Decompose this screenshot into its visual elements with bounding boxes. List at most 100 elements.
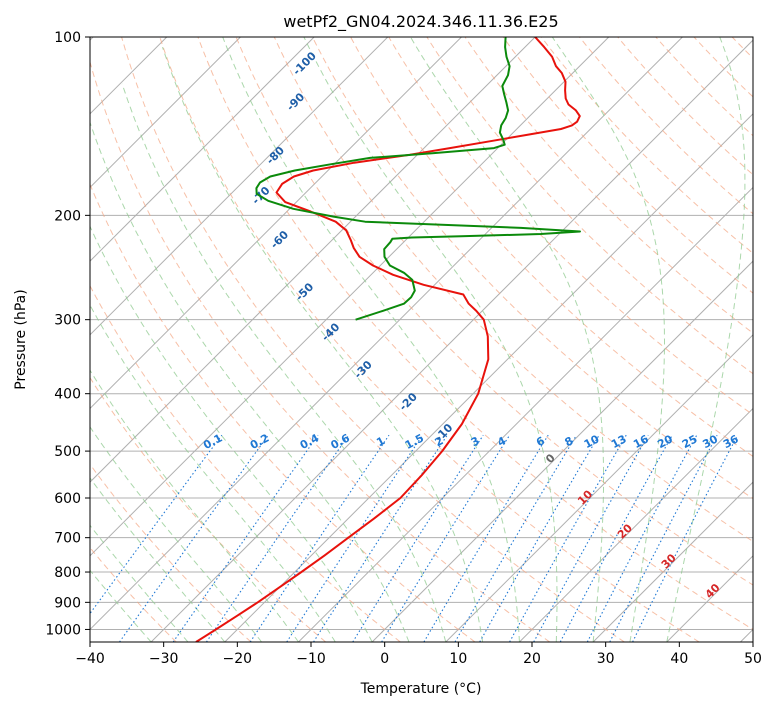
isotherm-line (666, 555, 753, 642)
mixing-ratio-line (205, 434, 350, 642)
mixing-ratio-label: 16 (631, 432, 651, 451)
mixing-ratio-line (559, 434, 673, 642)
plot-frame (89, 36, 754, 643)
dry-adiabat-line (90, 376, 327, 642)
x-axis-title: Temperature (°C) (360, 681, 482, 697)
profile-series-layer (195, 37, 581, 642)
mixing-ratio-line (352, 434, 484, 642)
mixing-ratio-label: 4 (495, 434, 508, 449)
isotherm-line (519, 407, 753, 642)
temperature-profile-line (195, 37, 581, 642)
dry-adiabat-line (502, 37, 753, 294)
dry-adiabat-line (464, 37, 753, 334)
background-line-layer (90, 37, 775, 642)
moist-adiabat-line (666, 37, 746, 642)
mixing-ratio-label: 8 (563, 434, 576, 449)
mixing-ratio-label: 0.2 (248, 431, 271, 452)
frost-point-label: -50 (293, 280, 316, 303)
mixing-ratio-line (533, 434, 649, 642)
frost-point-label: -80 (264, 144, 287, 167)
mixing-ratio-label: 20 (655, 432, 675, 451)
mixing-ratio-label: 3 (469, 434, 482, 449)
isotherm-line (150, 39, 753, 642)
moist-adiabat-line (121, 83, 447, 642)
isotherm-line (90, 37, 315, 262)
dry-adiabat-line (235, 37, 753, 586)
x-tick-label: −30 (149, 651, 179, 667)
x-tick-label: 40 (670, 651, 688, 667)
isotherm-line (592, 481, 753, 642)
dry-adiabat-line (655, 37, 753, 137)
moist-adiabat-line (551, 37, 665, 642)
dry-adiabat-line (90, 183, 476, 642)
x-tick-label: −10 (296, 651, 326, 667)
isotherm-line (445, 334, 753, 642)
dry-adiabat-line (121, 37, 625, 642)
x-tick-label: 10 (449, 651, 467, 667)
y-axis-ticks: 1000 900 800 700 600 500 400 300 200 100 (45, 30, 90, 638)
mixing-ratio-line (313, 434, 448, 642)
mixing-ratio-line (479, 434, 600, 642)
moist-adiabat-line (162, 46, 484, 642)
mixing-ratio-line (609, 434, 718, 642)
dry-adiabat-line (693, 37, 753, 98)
x-tick-label: 0 (380, 651, 389, 667)
dry-adiabat-line (617, 37, 753, 176)
isotherm-line (90, 37, 536, 483)
mixing-ratio-label: 36 (721, 432, 741, 451)
mixing-ratio-line (454, 434, 577, 642)
isotherm-line (371, 260, 753, 642)
isotherm-line (90, 37, 462, 410)
isotherm-line (224, 113, 753, 642)
frost-point-label: -60 (268, 228, 291, 251)
isotherm-label: 40 (703, 581, 723, 601)
y-axis-title: Pressure (hPa) (13, 289, 29, 389)
moist-adiabat-line (90, 304, 336, 642)
chart-title: wetPf2_GN04.2024.346.11.36.E25 (283, 12, 558, 32)
x-tick-label: 20 (523, 651, 541, 667)
dry-adiabat-line (311, 37, 753, 500)
isotherm-line (90, 37, 683, 631)
isotherm-label: 30 (659, 551, 679, 571)
mixing-ratio-label: 25 (680, 432, 700, 451)
moist-adiabat-line (222, 37, 520, 642)
mixing-ratio-label: 0.4 (298, 431, 322, 452)
dry-adiabat-line (159, 37, 700, 642)
mixing-ratio-label: 1.5 (403, 431, 426, 452)
y-tick-label: 700 (54, 531, 81, 547)
moist-adiabat-line (303, 37, 558, 642)
y-tick-label: 900 (54, 595, 81, 611)
mixing-ratio-line (423, 434, 549, 642)
mixing-ratio-label: 0.1 (201, 431, 224, 452)
x-tick-label: 50 (744, 651, 762, 667)
mixing-ratio-line (249, 434, 390, 642)
y-tick-label: 500 (54, 444, 81, 460)
y-tick-label: 400 (54, 387, 81, 403)
dry-adiabat-line (541, 37, 753, 254)
isotherm-label: 10 (575, 487, 595, 507)
moist-adiabat-line (410, 37, 605, 642)
y-tick-label: 200 (54, 208, 81, 224)
dry-adiabat-line (273, 37, 753, 543)
x-tick-label: −20 (223, 651, 253, 667)
y-tick-label: 800 (54, 565, 81, 581)
mixing-ratio-line (586, 434, 698, 642)
mixing-ratio-line (90, 434, 223, 615)
y-tick-label: 300 (54, 313, 81, 329)
dry-adiabat-line (90, 60, 551, 642)
moist-adiabat-line (90, 120, 410, 642)
dry-adiabat-line (90, 284, 401, 642)
y-tick-label: 100 (54, 30, 81, 46)
mixing-ratio-line (381, 434, 511, 642)
mixing-ratio-line (632, 434, 739, 642)
frost-point-label: -90 (284, 90, 307, 113)
frost-point-label: -30 (352, 358, 375, 381)
x-axis-ticks: −40 −30 −20 −10 0 10 20 30 40 50 (75, 642, 762, 667)
mixing-ratio-label: 6 (534, 434, 547, 449)
dewpoint-profile-line (255, 37, 581, 321)
moist-adiabat-line (90, 477, 226, 642)
moist-adiabat-line (90, 369, 299, 642)
dry-adiabat-line (770, 37, 775, 642)
mixing-ratio-line (172, 434, 319, 642)
y-tick-label: 1000 (45, 622, 81, 638)
